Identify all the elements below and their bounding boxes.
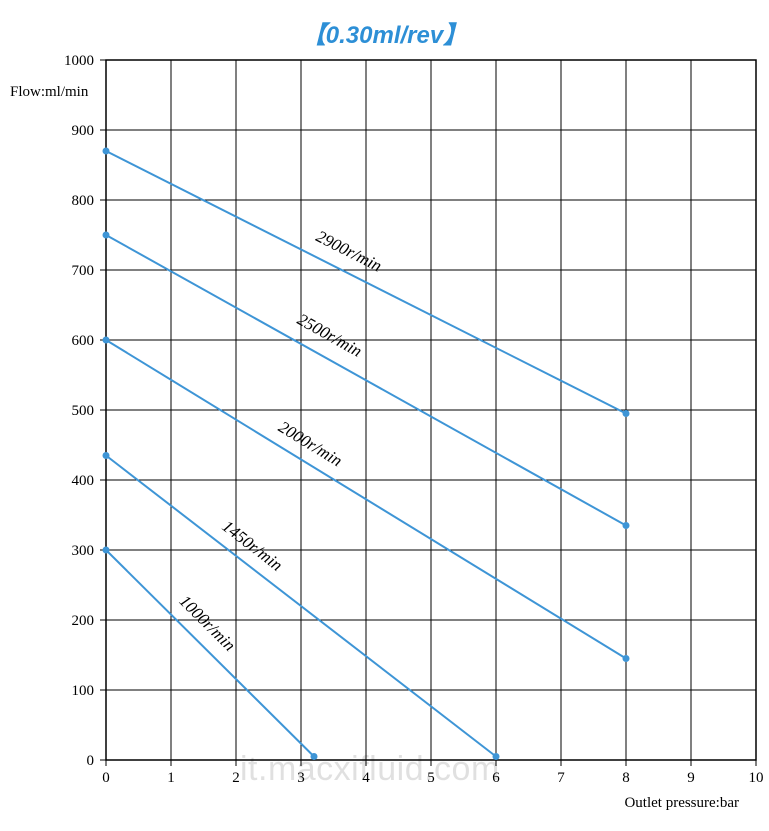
series-marker — [103, 148, 110, 155]
x-tick-label: 10 — [749, 770, 764, 786]
y-tick-label: 700 — [72, 263, 95, 279]
y-tick-label: 1000 — [64, 53, 94, 69]
flow-pressure-chart: 0123456789100100200300400500600700800900… — [0, 0, 769, 831]
y-tick-label: 0 — [87, 753, 95, 769]
y-tick-label: 100 — [72, 683, 95, 699]
series-marker — [103, 452, 110, 459]
series-marker — [623, 522, 630, 529]
x-tick-label: 8 — [622, 770, 630, 786]
x-tick-label: 2 — [232, 770, 240, 786]
y-tick-label: 300 — [72, 543, 95, 559]
series-marker — [103, 232, 110, 239]
y-tick-label: 500 — [72, 403, 95, 419]
series-marker — [623, 655, 630, 662]
y-tick-label: 800 — [72, 193, 95, 209]
series-marker — [103, 337, 110, 344]
y-tick-label: 200 — [72, 613, 95, 629]
series-marker — [103, 547, 110, 554]
y-tick-label: 600 — [72, 333, 95, 349]
x-tick-label: 1 — [167, 770, 175, 786]
y-tick-label: 900 — [72, 123, 95, 139]
x-tick-label: 7 — [557, 770, 565, 786]
x-tick-label: 0 — [102, 770, 110, 786]
x-tick-label: 9 — [687, 770, 695, 786]
series-marker — [623, 410, 630, 417]
y-tick-label: 400 — [72, 473, 95, 489]
watermark: it.macxifluid.com — [240, 750, 500, 789]
